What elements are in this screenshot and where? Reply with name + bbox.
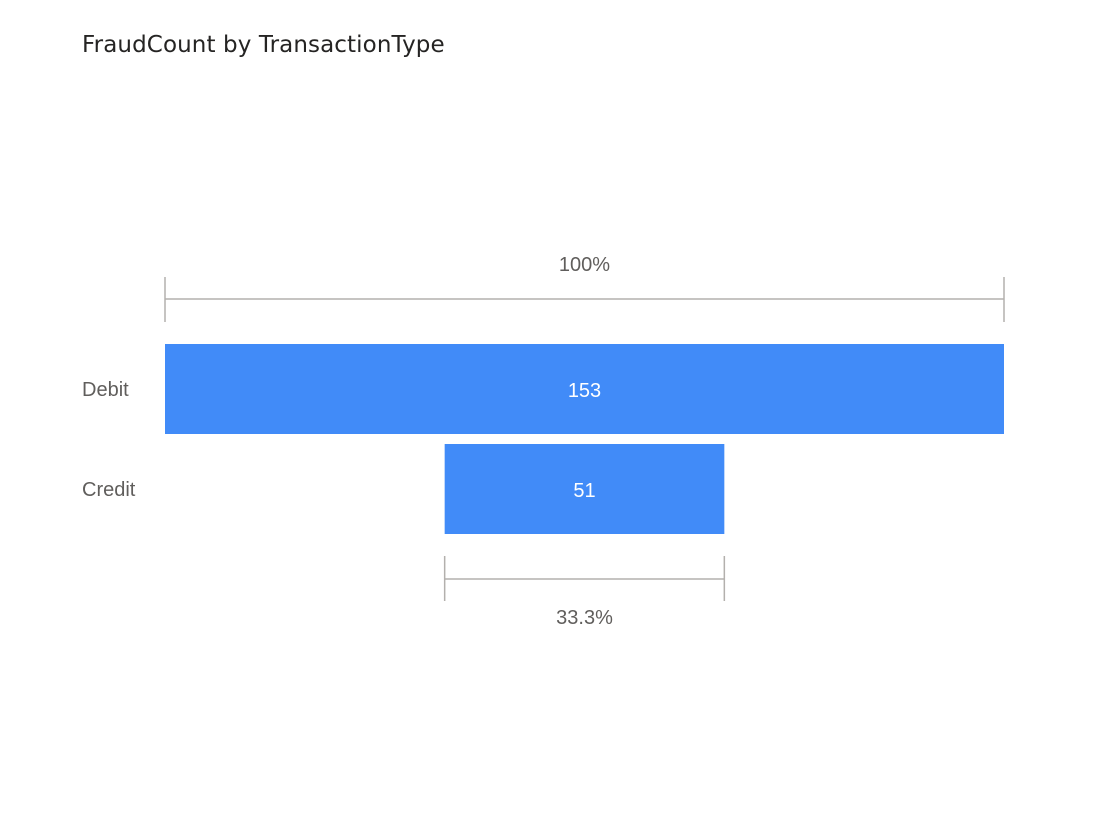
funnel-bar[interactable] xyxy=(444,444,725,534)
bottom-percent-label: 33.3% xyxy=(556,607,613,629)
top-percent-bracket xyxy=(164,277,1005,322)
category-label: Credit xyxy=(82,479,136,501)
funnel-bar[interactable] xyxy=(165,344,1004,434)
data-label: 51 xyxy=(573,480,595,502)
data-label: 153 xyxy=(568,380,601,402)
bottom-percent-bracket xyxy=(443,556,726,601)
funnel-stage[interactable]: Credit 51 xyxy=(82,444,725,534)
funnel-stage[interactable]: Debit 153 xyxy=(82,344,1004,434)
funnel-bars: Debit 153 Credit 51 xyxy=(82,344,1004,534)
category-label: Debit xyxy=(82,379,129,401)
chart-title: FraudCount by TransactionType xyxy=(82,32,445,58)
top-percent-label: 100% xyxy=(559,254,610,276)
